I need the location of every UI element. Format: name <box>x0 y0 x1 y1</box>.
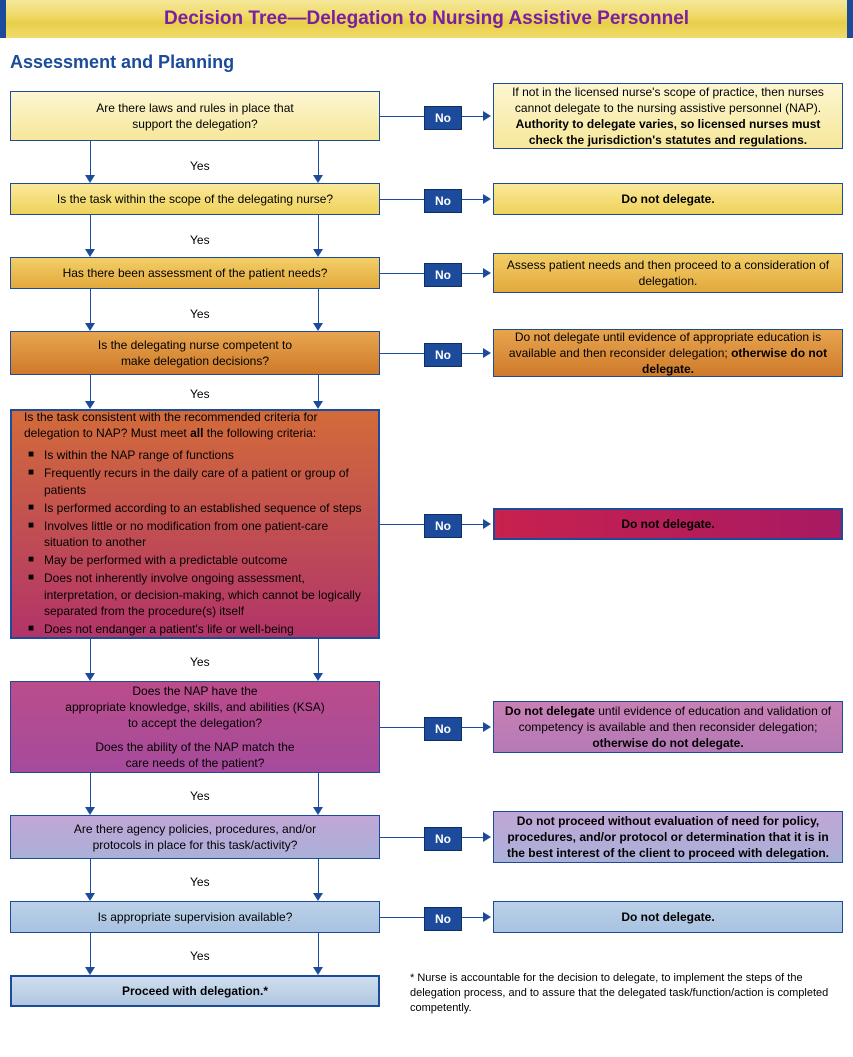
q5-bullets: Is within the NAP range of functions Fre… <box>24 445 366 639</box>
q5-b7: Does not endanger a patient's life or we… <box>28 621 366 637</box>
r5-text: Do not delegate. <box>621 516 714 532</box>
r6-text: Do not delegate until evidence of educat… <box>502 703 834 752</box>
no-badge-7: No <box>424 827 462 851</box>
q7-box: Are there agency policies, procedures, a… <box>10 815 380 859</box>
yes-4: Yes <box>190 387 210 401</box>
q5-b4: Involves little or no modification from … <box>28 518 366 550</box>
no-badge-5: No <box>424 514 462 538</box>
r4-text: Do not delegate until evidence of approp… <box>502 329 834 378</box>
q2-text: Is the task within the scope of the dele… <box>57 191 333 207</box>
yes-5: Yes <box>190 655 210 669</box>
no-badge-6: No <box>424 717 462 741</box>
r2-text: Do not delegate. <box>621 191 714 207</box>
q5-b2: Frequently recurs in the daily care of a… <box>28 465 366 497</box>
r3-text: Assess patient needs and then proceed to… <box>502 257 834 289</box>
no-badge-8: No <box>424 907 462 931</box>
title-bar: Decision Tree—Delegation to Nursing Assi… <box>0 0 853 38</box>
r3-box: Assess patient needs and then proceed to… <box>493 253 843 293</box>
q1-box: Are there laws and rules in place that s… <box>10 91 380 141</box>
q5-lead: Is the task consistent with the recommen… <box>24 409 366 441</box>
r7-text: Do not proceed without evaluation of nee… <box>502 813 834 862</box>
q5-b6: Does not inherently involve ongoing asse… <box>28 570 366 619</box>
yes-8: Yes <box>190 949 210 963</box>
q1-text: Are there laws and rules in place that s… <box>96 100 293 132</box>
no-badge-2: No <box>424 189 462 213</box>
q3-text: Has there been assessment of the patient… <box>63 265 328 281</box>
footnote: * Nurse is accountable for the decision … <box>410 971 840 1016</box>
q6-text1: Does the NAP have the appropriate knowle… <box>65 683 324 732</box>
r2-box: Do not delegate. <box>493 183 843 215</box>
q5-b1: Is within the NAP range of functions <box>28 447 366 463</box>
final-text: Proceed with delegation.* <box>122 983 268 999</box>
q6-text2: Does the ability of the NAP match the ca… <box>95 739 294 771</box>
q6-box: Does the NAP have the appropriate knowle… <box>10 681 380 773</box>
section-heading: Assessment and Planning <box>0 38 853 77</box>
no-badge-1: No <box>424 106 462 130</box>
yes-2: Yes <box>190 233 210 247</box>
r5-box: Do not delegate. <box>493 508 843 540</box>
r8-text: Do not delegate. <box>621 909 714 925</box>
q7-text: Are there agency policies, procedures, a… <box>74 821 316 853</box>
q8-text: Is appropriate supervision available? <box>98 909 293 925</box>
q8-box: Is appropriate supervision available? <box>10 901 380 933</box>
r1-text: If not in the licensed nurse's scope of … <box>502 84 834 149</box>
q2-box: Is the task within the scope of the dele… <box>10 183 380 215</box>
r6-box: Do not delegate until evidence of educat… <box>493 701 843 753</box>
page-title: Decision Tree—Delegation to Nursing Assi… <box>164 8 689 29</box>
yes-6: Yes <box>190 789 210 803</box>
flowchart: Are there laws and rules in place that s… <box>0 77 853 1057</box>
final-box: Proceed with delegation.* <box>10 975 380 1007</box>
r1-box: If not in the licensed nurse's scope of … <box>493 83 843 149</box>
q5-b3: Is performed according to an established… <box>28 500 366 516</box>
yes-7: Yes <box>190 875 210 889</box>
no-badge-4: No <box>424 343 462 367</box>
r4-box: Do not delegate until evidence of approp… <box>493 329 843 377</box>
yes-1: Yes <box>190 159 210 173</box>
yes-3: Yes <box>190 307 210 321</box>
q5-box: Is the task consistent with the recommen… <box>10 409 380 639</box>
q3-box: Has there been assessment of the patient… <box>10 257 380 289</box>
q5-b5: May be performed with a predictable outc… <box>28 552 366 568</box>
r8-box: Do not delegate. <box>493 901 843 933</box>
no-badge-3: No <box>424 263 462 287</box>
q4-box: Is the delegating nurse competent to mak… <box>10 331 380 375</box>
r7-box: Do not proceed without evaluation of nee… <box>493 811 843 863</box>
q4-text: Is the delegating nurse competent to mak… <box>98 337 292 369</box>
